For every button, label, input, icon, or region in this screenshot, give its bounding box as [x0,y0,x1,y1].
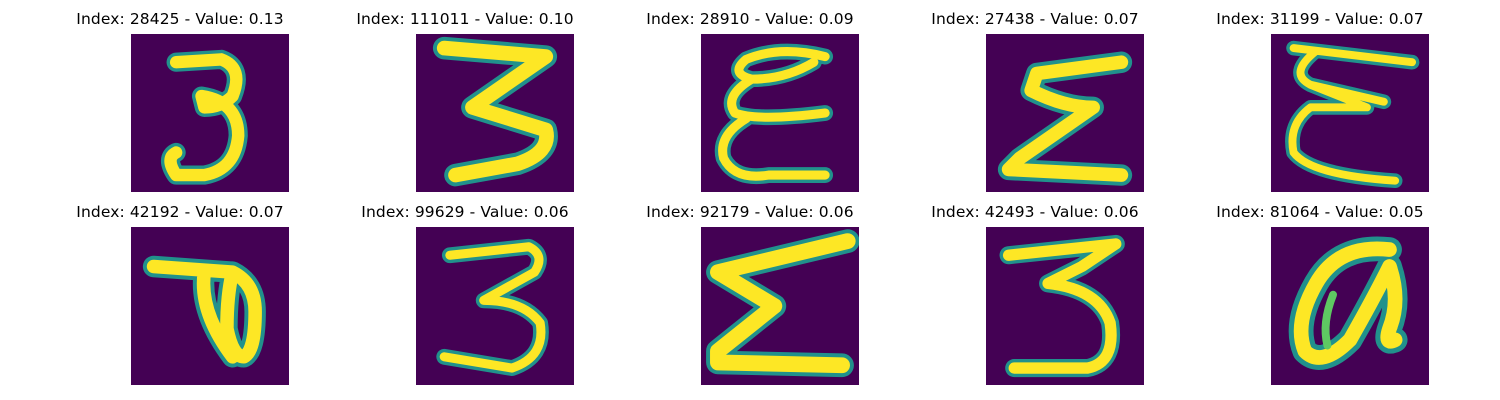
digit-image [416,227,574,385]
panel-4: Index: 27438 - Value: 0.07 [885,0,1185,193]
panel-6: Index: 42192 - Value: 0.07 [30,193,330,386]
epsilon-icon [997,51,1133,186]
digit-3-thin-icon [436,238,549,376]
panel-3: Index: 28910 - Value: 0.09 [600,0,900,193]
digit-image [701,34,859,192]
panel-title: Index: 42192 - Value: 0.07 [76,203,284,221]
panel-title: Index: 31199 - Value: 0.07 [1216,10,1424,28]
panel-5: Index: 31199 - Value: 0.07 [1170,0,1470,193]
digit-image [131,227,289,385]
panel-title: Index: 81064 - Value: 0.05 [1216,203,1424,221]
digit-image [1271,34,1429,192]
panel-1: Index: 28425 - Value: 0.13 [30,0,330,193]
epsilon-loopy-icon [714,43,834,185]
digit-image [131,34,289,192]
sigma-icon [706,229,859,378]
digit-image [701,227,859,385]
epsilon-thin-icon [1285,40,1420,189]
panel-2: Index: 111011 - Value: 0.10 [315,0,615,193]
digit-image [416,34,574,192]
panel-9: Index: 42493 - Value: 0.06 [885,193,1185,386]
digit-3-wide-icon [432,36,558,187]
panel-10: Index: 81064 - Value: 0.05 [1170,193,1470,386]
panel-title: Index: 28425 - Value: 0.13 [76,10,284,28]
panel-7: Index: 99629 - Value: 0.06 [315,193,615,386]
panel-title: Index: 28910 - Value: 0.09 [646,10,854,28]
panel-8: Index: 92179 - Value: 0.06 [600,193,900,386]
digit-image [986,34,1144,192]
digit-3-flat-icon [999,234,1125,378]
panel-title: Index: 42493 - Value: 0.06 [931,203,1139,221]
digit-image [986,227,1144,385]
digit-3-icon [160,49,248,185]
loop-hook-icon [142,255,266,368]
digit-image [1271,227,1429,385]
panel-title: Index: 27438 - Value: 0.07 [931,10,1139,28]
panel-title: Index: 92179 - Value: 0.06 [646,203,854,221]
panel-title: Index: 111011 - Value: 0.10 [356,10,574,28]
loop-zero-icon [1288,236,1408,370]
panel-title: Index: 99629 - Value: 0.06 [361,203,569,221]
